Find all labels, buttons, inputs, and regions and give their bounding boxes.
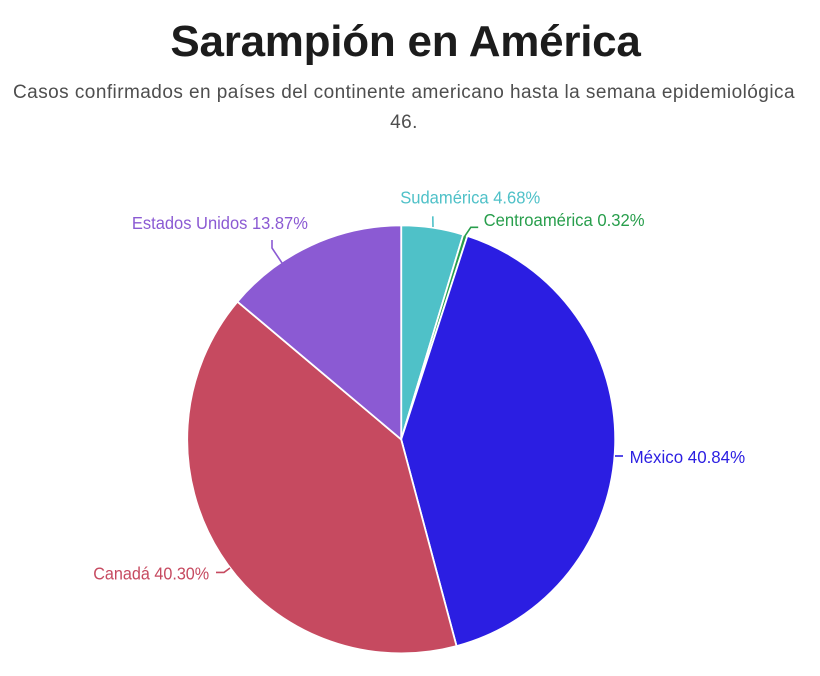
svg-text:Sudamérica 4.68%: Sudamérica 4.68%: [400, 187, 540, 207]
svg-text:México 40.84%: México 40.84%: [630, 447, 746, 467]
svg-text:Centroamérica 0.32%: Centroamérica 0.32%: [484, 210, 645, 230]
svg-text:Estados Unidos 13.87%: Estados Unidos 13.87%: [132, 213, 308, 233]
svg-text:Canadá 40.30%: Canadá 40.30%: [93, 564, 209, 584]
